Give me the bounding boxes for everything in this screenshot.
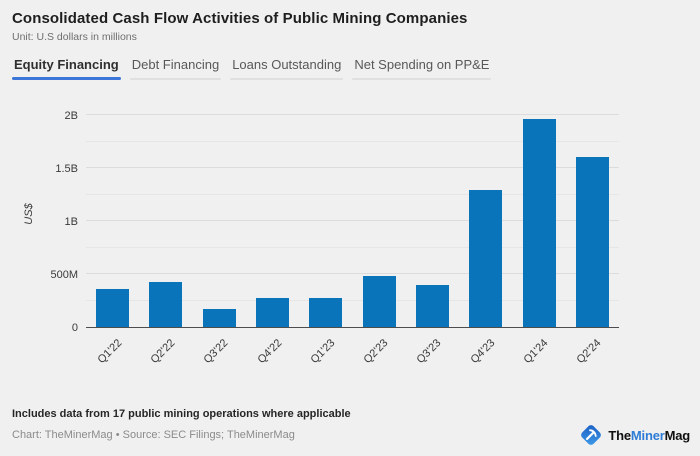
x-tick-q2-23: Q2'23 (361, 337, 391, 367)
bar-q2-23[interactable] (362, 275, 396, 327)
gridline-1500 (86, 167, 619, 168)
x-tick-q1-23: Q1'23 (308, 337, 338, 367)
bar-q1-22[interactable] (96, 288, 130, 327)
x-tick-q2-22: Q2'22 (148, 337, 178, 367)
source-credit: Chart: TheMinerMag • Source: SEC Filings… (12, 429, 295, 441)
bar-q4-23[interactable] (469, 190, 503, 327)
bar-q1-24[interactable] (522, 119, 556, 327)
gridline-250 (86, 299, 619, 301)
bar-q3-22[interactable] (202, 308, 236, 327)
y-tick-1b: 1B (64, 215, 78, 228)
footnote: Includes data from 17 public mining oper… (12, 408, 351, 420)
gridline-2000 (86, 114, 619, 115)
x-tick-q3-23: Q3'23 (414, 337, 444, 367)
bar-q3-23[interactable] (415, 285, 449, 327)
bar-q1-23[interactable] (309, 297, 343, 327)
bar-q4-22[interactable] (256, 298, 290, 327)
tab-loans-outstanding[interactable]: Loans Outstanding (230, 55, 344, 80)
bar-q2-24[interactable] (575, 157, 609, 327)
x-tick-q1-24: Q1'24 (521, 337, 551, 367)
chart-subtitle-unit: Unit: U.S dollars in millions (12, 31, 137, 43)
gridline-1250 (86, 193, 619, 195)
pickaxe-diamond-icon (581, 425, 602, 445)
x-tick-q1-22: Q1'22 (95, 337, 125, 367)
x-tick-q2-24: Q2'24 (574, 337, 604, 367)
bar-q2-22[interactable] (149, 281, 183, 327)
page-title: Consolidated Cash Flow Activities of Pub… (12, 10, 468, 27)
plot-area (86, 106, 619, 328)
tab-net-spending-on-pp-e[interactable]: Net Spending on PP&E (352, 55, 492, 80)
y-tick-0: 0 (71, 321, 78, 334)
y-tick-2b: 2B (64, 109, 78, 122)
tab-bar: Equity Financing Debt Financing Loans Outs… (12, 55, 688, 80)
x-tick-q3-22: Q3'22 (201, 337, 231, 367)
tab-debt-financing[interactable]: Debt Financing (129, 55, 222, 80)
x-tick-q4-22: Q4'22 (255, 337, 285, 367)
logo-wordmark: TheMinerMag (608, 427, 690, 443)
y-tick-500m: 500M (50, 268, 78, 281)
tab-equity-financing[interactable]: Equity Financing (12, 55, 121, 80)
gridline-750 (86, 246, 619, 248)
x-tick-q4-23: Q4'23 (468, 337, 498, 367)
gridline-500 (86, 273, 619, 274)
theminermag-logo[interactable]: TheMinerMag (579, 423, 690, 447)
gridline-1750 (86, 140, 619, 142)
gridline-1000 (86, 220, 619, 221)
y-tick-1.5b: 1.5B (55, 162, 78, 175)
